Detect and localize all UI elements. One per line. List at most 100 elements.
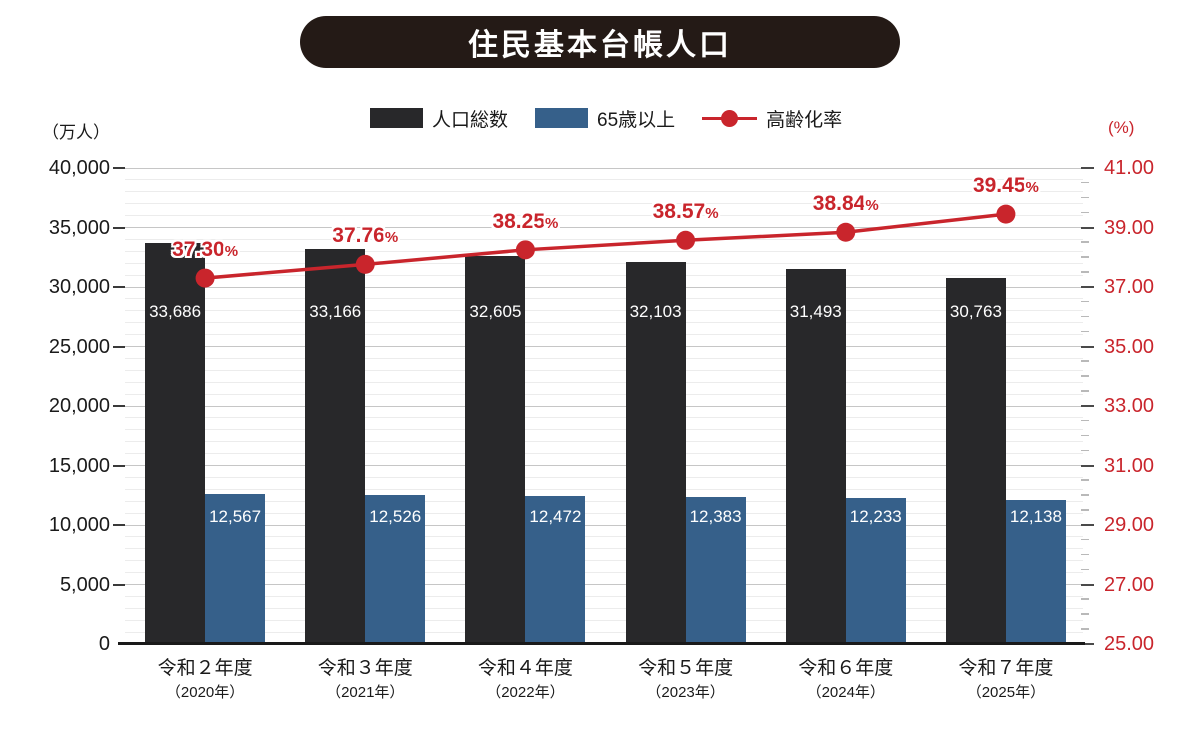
x-axis-category-label: 令和６年度 （2024年） xyxy=(761,657,931,702)
x-axis-category-label: 令和７年度 （2025年） xyxy=(921,657,1091,702)
left-axis-tick xyxy=(113,583,125,586)
chart-title-pill: 住民基本台帳人口 xyxy=(300,16,900,68)
bar-elderly-value-label: 12,567 xyxy=(209,507,262,526)
gridline-minor xyxy=(125,560,1083,562)
gridline-minor xyxy=(125,393,1083,395)
aging-rate-value: 38.84 xyxy=(812,192,866,216)
total-population-swatch-icon xyxy=(370,108,423,128)
right-axis-tick xyxy=(1081,494,1089,496)
aging-rate-value: 38.25 xyxy=(492,209,546,233)
bar-total-value-label: 32,103 xyxy=(629,302,682,321)
bar-elderly xyxy=(845,498,906,644)
x-axis-category-label: 令和４年度 （2022年） xyxy=(440,657,610,702)
bar-elderly-value-label: 12,383 xyxy=(689,507,742,526)
chart-title: 住民基本台帳人口 xyxy=(468,29,732,62)
left-axis-tick xyxy=(113,524,125,526)
legend-label: 高齢化率 xyxy=(766,109,843,131)
x-axis-category-label: 令和５年度 （2023年） xyxy=(601,657,771,702)
right-axis-tick xyxy=(1081,196,1089,199)
right-axis-tick xyxy=(1081,405,1094,407)
x-axis-category-label: 令和２年度 （2020年） xyxy=(120,657,290,702)
left-axis-tick xyxy=(113,464,125,467)
right-axis-tick xyxy=(1081,568,1089,571)
x-axis-label-sub: （2025年） xyxy=(966,684,1046,701)
gridline-minor xyxy=(125,274,1083,276)
gridline-minor xyxy=(125,310,1083,312)
x-axis-label-sub: （2024年） xyxy=(806,684,885,701)
y-axis-tick-label-right: 37.00 xyxy=(1104,276,1155,298)
legend-item-total-population: 人口総数 xyxy=(370,105,508,132)
y-axis-tick-label-left: 10,000 xyxy=(48,514,110,536)
right-axis-tick xyxy=(1081,315,1089,318)
x-axis-label-main: 令和３年度 xyxy=(317,658,413,679)
x-axis-baseline xyxy=(118,642,1085,645)
gridline-minor xyxy=(125,250,1083,252)
gridline-minor xyxy=(125,369,1083,371)
right-axis-tick xyxy=(1081,479,1089,481)
gridline-major xyxy=(125,405,1083,407)
aging-rate-line xyxy=(204,212,1007,280)
y-axis-tick-label-left: 0 xyxy=(98,633,110,655)
y-axis-tick-label-left: 40,000 xyxy=(48,157,110,179)
gridline-major xyxy=(125,286,1083,288)
aging-rate-value: 37.76 xyxy=(332,224,385,248)
gridline-minor xyxy=(125,595,1083,597)
aging-rate-point xyxy=(355,254,375,274)
x-axis-label-sub: （2021年） xyxy=(326,684,405,701)
elderly-swatch-icon xyxy=(535,108,589,128)
bar-elderly xyxy=(205,494,266,644)
bar-total xyxy=(945,277,1006,644)
gridline-minor xyxy=(125,619,1083,621)
y-axis-tick-label-right: 29.00 xyxy=(1104,514,1155,536)
left-axis-tick xyxy=(113,286,125,288)
gridline-minor xyxy=(125,476,1083,478)
bar-total-value-label: 31,493 xyxy=(789,302,842,321)
gridline-minor xyxy=(125,488,1083,490)
aging-rate-value-label: 38.25% xyxy=(455,210,595,236)
x-axis-label-sub: （2022年） xyxy=(486,684,565,701)
bar-total-value-label: 33,166 xyxy=(309,302,362,321)
bar-elderly xyxy=(1005,499,1066,644)
gridline-minor xyxy=(125,572,1083,574)
bar-total-value-label: 30,763 xyxy=(949,302,1002,321)
right-axis-tick xyxy=(1081,167,1094,169)
left-axis-tick xyxy=(113,226,125,229)
right-axis-tick xyxy=(1081,286,1094,288)
bar-total xyxy=(625,261,686,644)
left-axis-tick xyxy=(113,167,125,169)
gridline-minor xyxy=(125,453,1083,455)
legend-item-elderly: 65歳以上 xyxy=(535,105,675,132)
gridline-minor xyxy=(125,500,1083,502)
gridline-minor xyxy=(125,607,1083,609)
x-axis-label-main: 令和２年度 xyxy=(157,658,253,679)
right-axis-unit-label: (%) xyxy=(1108,118,1135,137)
gridline-minor xyxy=(125,298,1083,300)
x-axis-category-label: 令和３年度 （2021年） xyxy=(280,657,450,702)
gridline-minor xyxy=(125,548,1083,550)
right-axis-tick xyxy=(1081,390,1089,392)
right-axis-tick xyxy=(1081,449,1089,452)
y-axis-tick-label-left: 30,000 xyxy=(48,276,110,298)
x-axis-label-main: 令和５年度 xyxy=(638,658,734,679)
gridline-minor xyxy=(125,262,1083,264)
y-axis-tick-label-left: 20,000 xyxy=(48,395,110,417)
gridline-minor xyxy=(125,381,1083,383)
bar-total-value-label: 33,686 xyxy=(149,302,202,321)
right-axis-tick xyxy=(1081,464,1094,467)
right-axis-tick xyxy=(1081,360,1089,362)
right-axis-tick xyxy=(1081,181,1089,184)
y-axis-tick-label-right: 39.00 xyxy=(1104,216,1155,239)
gridline-minor xyxy=(125,429,1083,431)
x-axis-label-sub: （2020年） xyxy=(165,684,245,701)
right-axis-tick xyxy=(1081,524,1094,526)
gridline-major xyxy=(125,227,1083,228)
gridline-minor xyxy=(125,631,1083,633)
left-axis-unit-label: （万人） xyxy=(42,123,110,142)
gridline-minor xyxy=(125,322,1083,324)
gridline-minor xyxy=(125,191,1083,193)
x-axis-label-sub: （2023年） xyxy=(646,684,725,701)
right-axis-tick xyxy=(1081,375,1089,377)
right-axis-tick xyxy=(1081,583,1094,586)
aging-rate-value: 37.30 xyxy=(172,238,225,262)
